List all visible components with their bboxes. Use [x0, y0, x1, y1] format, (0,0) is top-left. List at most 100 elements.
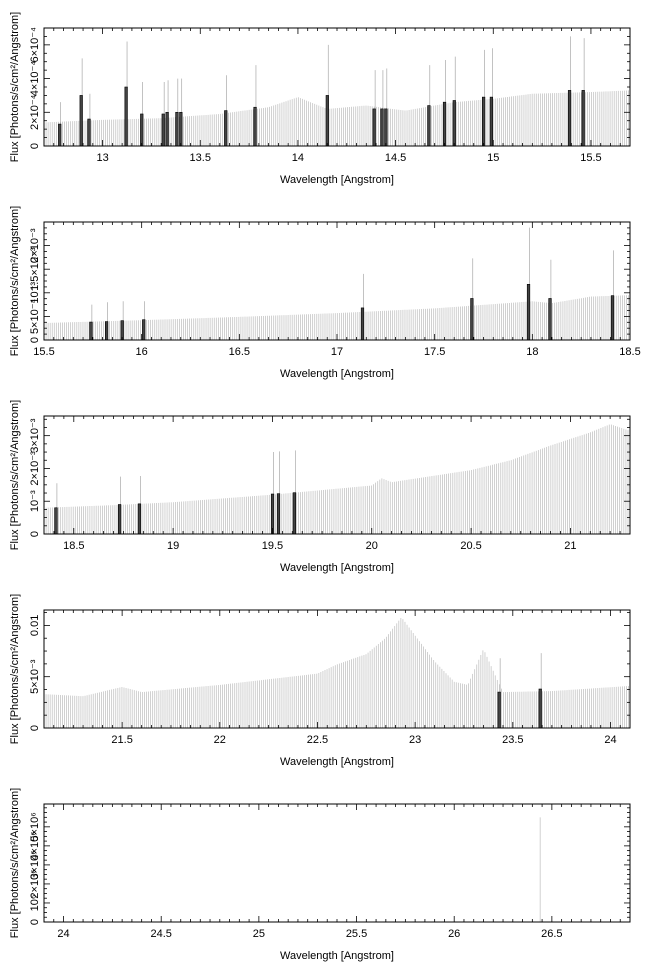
spectral-line-bar [79, 95, 83, 146]
spectral-line-bar [360, 307, 365, 340]
x-axis-label: Wavelength [Angstrom] [280, 174, 394, 186]
spectral-line-bar [224, 110, 228, 146]
x-tick-label: 24 [57, 928, 69, 940]
x-tick-label: 26.5 [541, 928, 562, 940]
spectral-line-bar [567, 90, 572, 146]
spectral-line-bar [610, 295, 615, 340]
y-tick-label: 6×10⁻⁴ [29, 27, 41, 63]
x-tick-label: 14.5 [385, 152, 406, 164]
y-tick-label: 10⁶ [29, 895, 41, 912]
spectral-line-bar [175, 111, 179, 146]
y-tick-label: 0 [29, 337, 41, 343]
spectral-line-bar [179, 111, 183, 146]
spectral-line-bar [292, 492, 296, 534]
x-tick-label: 16 [136, 346, 148, 358]
y-tick-label: 2×10⁶ [29, 869, 41, 898]
plot-area [44, 227, 629, 340]
spectral-line-bar [581, 90, 585, 146]
spectral-line-bar [325, 95, 329, 146]
spectral-line-bar [489, 96, 494, 146]
spectral-line-bar [276, 493, 281, 534]
x-tick-label: 22.5 [307, 734, 328, 746]
y-tick-label: 0.01 [29, 615, 41, 636]
spectral-line-bar [105, 321, 109, 340]
spectrum-panel-3: 18.5 19 19.5 20 20.5 21 0 10⁻³ 2×10⁻³3×10⁻³ Wavel… [9, 400, 631, 574]
x-tick-label: 23 [409, 734, 421, 746]
y-tick-label: 1.5×10⁻³ [29, 247, 41, 291]
y-tick-label: 0 [29, 919, 41, 925]
x-tick-label: 25.5 [346, 928, 367, 940]
plot-area [44, 617, 629, 728]
y-tick-label: 2×10⁻⁴ [29, 94, 41, 130]
plot-frame [43, 415, 631, 535]
y-tick-label: 2×10⁻³ [29, 451, 41, 486]
spectral-line-bar [137, 503, 142, 534]
x-tick-label: 15.5 [580, 152, 601, 164]
spectrum-panel-5: 24 24.5 25 25.5 26 26.5 0 10⁶2×10⁶3×10⁶4×10⁶5×1… [9, 788, 631, 962]
spectral-line-bar [142, 319, 146, 340]
spectrum-panel-2: 15.5 16 16.5 17 17.5 18 18.5 0 5×10⁻⁴10⁻³1.5×10⁻… [9, 206, 641, 380]
x-axis-label: Wavelength [Angstrom] [280, 756, 394, 768]
y-axis-label: Flux [Photons/s/cm²/Angstrom] [9, 400, 21, 550]
spectrum-panel-1: 13 13.5 14 14.5 15 15.5 0 2×10⁻⁴4×10⁻⁴6×10⁻⁴ Wav… [9, 12, 631, 186]
y-tick-label: 0 [29, 725, 41, 731]
spectral-line-bar [161, 113, 165, 146]
spectral-line-bar [384, 108, 388, 146]
x-tick-label: 26 [448, 928, 460, 940]
spectral-line-bar [87, 118, 91, 146]
spectral-line-bar [481, 96, 486, 146]
y-axis-label: Flux [Photons/s/cm²/Angstrom] [9, 594, 21, 744]
x-axis-label: Wavelength [Angstrom] [280, 950, 394, 962]
x-tick-label: 25 [253, 928, 265, 940]
y-tick-label: 3×10⁻³ [29, 418, 41, 453]
y-tick-label: 5×10⁻³ [29, 659, 41, 694]
y-tick-label: 4×10⁻⁴ [29, 61, 41, 97]
x-tick-label: 18 [526, 346, 538, 358]
y-tick-label: 4×10⁶ [29, 831, 41, 860]
spectral-line-bar [58, 123, 62, 146]
x-axis-label: Wavelength [Angstrom] [280, 562, 394, 574]
x-tick-label: 16.5 [229, 346, 250, 358]
spectral-line-bar [526, 284, 531, 340]
x-tick-label: 22 [214, 734, 226, 746]
spectral-line-bar [117, 504, 122, 534]
spectral-line-bar [124, 86, 128, 146]
y-tick-label: 10⁻³ [29, 490, 41, 512]
spectral-line-bar [165, 111, 169, 146]
spectral-line-bar [427, 105, 431, 146]
spectral-line-bar [253, 106, 257, 146]
spectral-line-bar [120, 320, 124, 340]
x-tick-label: 15.5 [33, 346, 54, 358]
x-tick-label: 19 [167, 540, 179, 552]
y-tick-label: 2×10⁻³ [29, 228, 41, 263]
y-axis-label: Flux [Photons/s/cm²/Angstrom] [9, 206, 21, 356]
x-tick-label: 14 [292, 152, 304, 164]
y-tick-label: 0 [29, 143, 41, 149]
spectral-line-bar [140, 113, 144, 146]
x-tick-label: 19.5 [262, 540, 283, 552]
spectral-line-bar [380, 108, 384, 146]
spectral-line-bar [442, 101, 447, 146]
x-axis-label: Wavelength [Angstrom] [280, 368, 394, 380]
spectrum-panel-4: 21.5 22 22.5 23 23.5 24 0 5×10⁻³ 0.01 Wavelength … [9, 594, 631, 768]
x-tick-label: 17 [331, 346, 343, 358]
spectral-line-bar [548, 298, 552, 340]
x-tick-label: 17.5 [424, 346, 445, 358]
spectral-line-bar [89, 321, 93, 340]
x-tick-label: 24.5 [150, 928, 171, 940]
y-axis-label: Flux [Photons/s/cm²/Angstrom] [9, 788, 21, 938]
x-tick-label: 24 [604, 734, 616, 746]
x-tick-label: 21.5 [111, 734, 132, 746]
x-tick-label: 23.5 [502, 734, 523, 746]
spectral-line-bar [452, 100, 456, 146]
x-tick-label: 20 [366, 540, 378, 552]
x-tick-label: 18.5 [63, 540, 84, 552]
x-tick-label: 18.5 [619, 346, 640, 358]
spectral-line-bar [538, 688, 542, 728]
y-axis-label: Flux [Photons/s/cm²/Angstrom] [9, 12, 21, 162]
y-tick-label: 10⁻³ [29, 282, 41, 304]
y-tick-label: 5×10⁻⁴ [29, 298, 41, 334]
y-tick-label: 5×10⁶ [29, 812, 41, 841]
spectral-line-bar [470, 298, 474, 340]
